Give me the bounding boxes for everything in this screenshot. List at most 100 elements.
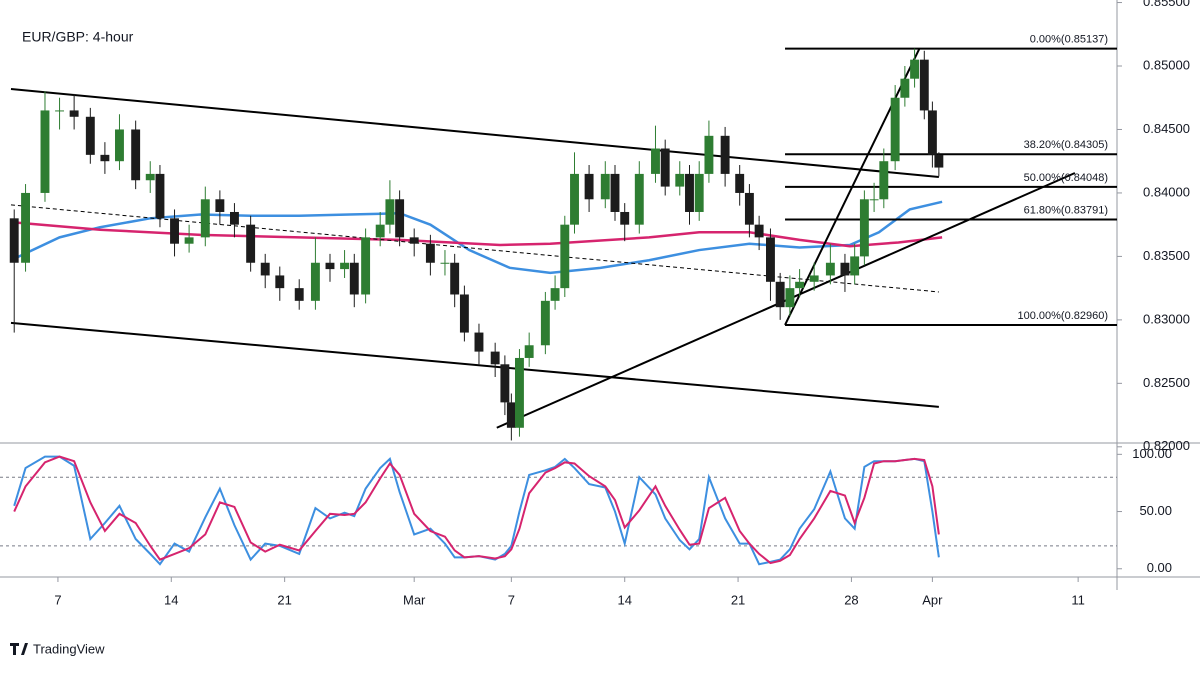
candle-body <box>610 173 620 212</box>
candle-body <box>40 110 50 193</box>
candle-body <box>275 275 285 289</box>
candle-body <box>514 357 524 428</box>
fib-label: 100.00%(0.82960) <box>1017 310 1108 322</box>
candle-body <box>385 199 395 225</box>
fib-label: 38.20%(0.84305) <box>1024 139 1108 151</box>
candle-body <box>859 199 869 257</box>
trend-line <box>10 87 939 178</box>
moving-average <box>10 200 943 275</box>
candle-body <box>490 351 500 365</box>
candle-body <box>651 148 660 174</box>
candle-body <box>919 59 929 111</box>
x-tick-label: 11 <box>1071 592 1085 607</box>
candle-body <box>9 218 19 263</box>
candle-body <box>704 135 714 174</box>
candle-body <box>246 224 256 263</box>
candle-body <box>131 129 141 181</box>
brand: TradingView <box>33 641 105 656</box>
candle-body <box>540 300 550 346</box>
fib-label: 50.00%(0.84048) <box>1024 172 1108 184</box>
fib-label: 0.00%(0.85137) <box>1030 34 1108 46</box>
candle-body <box>694 173 704 212</box>
candle-body <box>766 237 775 282</box>
y-tick-label: 100.00 <box>1132 446 1172 461</box>
candle-body <box>409 237 419 244</box>
trend-line <box>10 321 939 408</box>
y-tick-label: 50.00 <box>1139 503 1172 518</box>
candle-body <box>325 262 335 270</box>
candle-body <box>850 256 860 276</box>
y-tick-label: 0.84500 <box>1143 121 1190 136</box>
candle-body <box>869 199 879 201</box>
candle-body <box>55 110 65 112</box>
candle-body <box>85 116 95 155</box>
candle-body <box>340 262 350 270</box>
candle-body <box>735 173 745 193</box>
candle-body <box>570 173 579 225</box>
candle-body <box>155 173 165 219</box>
candle-body <box>229 211 239 225</box>
candle-body <box>506 402 516 428</box>
candle-body <box>459 294 469 333</box>
candle-body <box>115 129 124 162</box>
oscillator-line <box>13 455 940 566</box>
candle-body <box>675 173 685 187</box>
x-tick-label: Apr <box>922 592 943 607</box>
candle-body <box>927 110 937 155</box>
x-tick-label: 21 <box>277 592 291 607</box>
candle-body <box>600 173 610 200</box>
candle-body <box>184 237 194 244</box>
candle-body <box>425 243 435 263</box>
candle-body <box>840 262 850 276</box>
candle-body <box>440 262 450 264</box>
candle-body <box>879 161 889 200</box>
candle-body <box>310 262 320 301</box>
candle-body <box>375 224 385 238</box>
candle-body <box>294 288 304 301</box>
candle-body <box>524 345 534 358</box>
x-tick-label: 14 <box>164 592 178 607</box>
chart-title: EUR/GBP: 4-hour <box>22 29 134 45</box>
moving-average <box>10 220 943 248</box>
candle-body <box>720 135 730 174</box>
candle-body <box>809 275 819 282</box>
candle-body <box>200 199 210 238</box>
candle-body <box>215 199 225 212</box>
y-tick-label: 0.85500 <box>1143 0 1190 9</box>
candle-body <box>349 262 359 295</box>
candle-body <box>69 110 79 117</box>
trend-line <box>10 204 939 293</box>
tradingview-logo: TradingView <box>10 641 105 656</box>
candle-body <box>100 154 110 162</box>
y-tick-label: 0.83000 <box>1143 311 1190 326</box>
oscillator-line <box>13 455 940 565</box>
candle-body <box>634 173 644 225</box>
y-tick-label: 0.82000 <box>1143 438 1190 453</box>
y-tick-label: 0.83500 <box>1143 248 1190 263</box>
candle-body <box>775 281 785 308</box>
candle-body <box>660 148 670 187</box>
candle-body <box>260 262 270 276</box>
y-tick-label: 0.84000 <box>1143 184 1190 199</box>
y-tick-label: 0.00 <box>1147 560 1172 575</box>
candle-body <box>361 237 371 295</box>
fib-label: 61.80%(0.83791) <box>1024 204 1108 216</box>
candle-body <box>620 211 630 225</box>
candle-body <box>500 364 510 403</box>
candle-body <box>825 262 835 276</box>
candle-body <box>474 332 484 352</box>
candle-body <box>21 192 30 263</box>
candle-body <box>170 218 179 244</box>
y-tick-label: 0.85000 <box>1143 57 1190 72</box>
candle-body <box>395 199 405 238</box>
candle-body <box>754 224 764 238</box>
candle-body <box>910 59 920 79</box>
candle-body <box>795 281 805 289</box>
candle-body <box>744 192 754 225</box>
candle-body <box>145 173 155 181</box>
candle-body <box>785 288 795 308</box>
x-tick-label: Mar <box>403 592 426 607</box>
candle-body <box>900 78 910 98</box>
